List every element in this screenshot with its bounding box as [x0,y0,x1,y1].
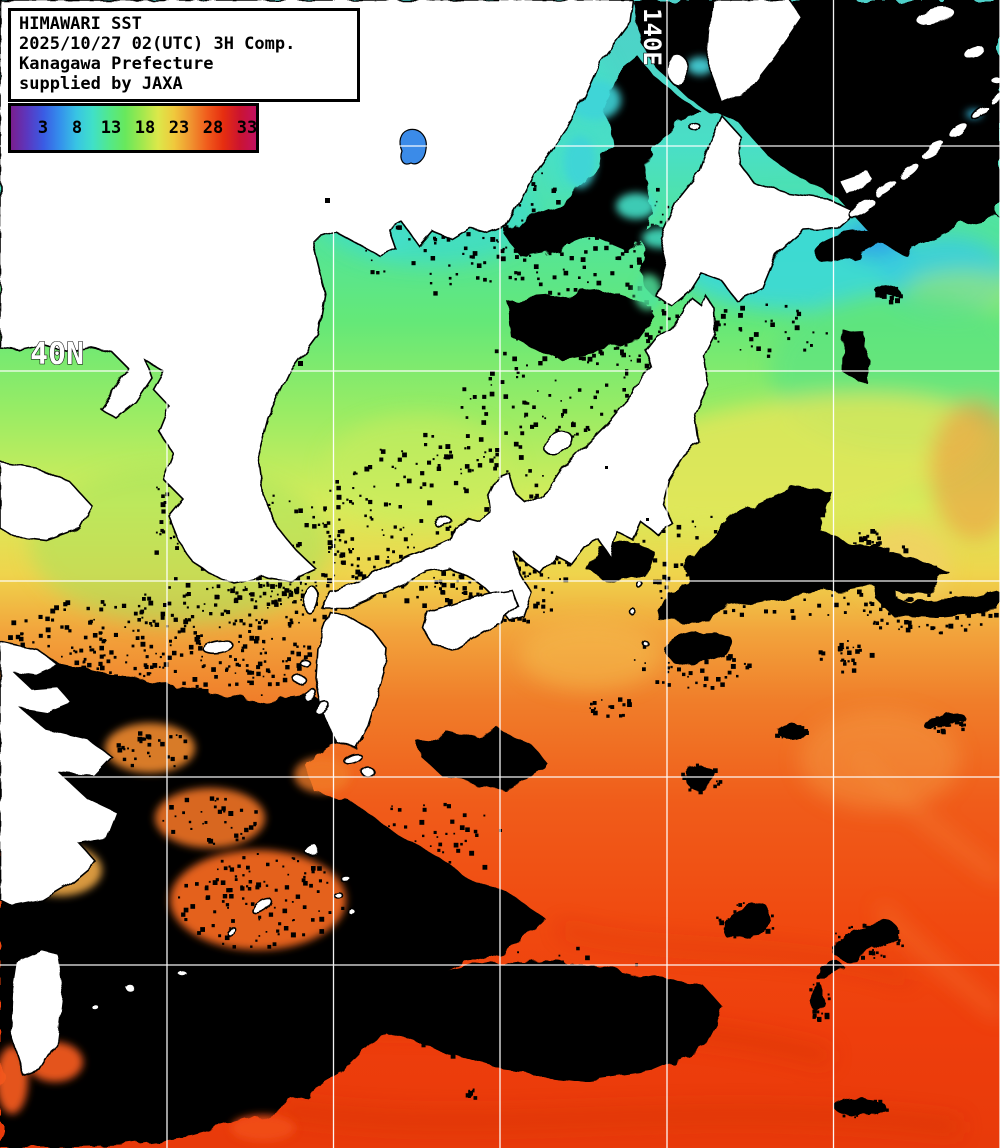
title-box: HIMAWARI SST 2025/10/27 02(UTC) 3H Comp.… [8,8,360,102]
colorbar-tick-28: 28 [202,118,224,138]
colorbar-tick-13: 13 [100,118,122,138]
colorbar-tick-8: 8 [71,118,83,138]
land-kuril-islands [848,91,1000,219]
title-line-datetime: 2025/10/27 02(UTC) 3H Comp. [19,34,296,54]
temperature-colorbar: 3 8 13 18 23 28 33 [8,103,259,153]
grid-label-layer: 140E 40N [29,7,666,372]
land-hokkaido [656,114,858,307]
land-okinawa [251,897,273,915]
title-line-supplier: supplied by JAXA [19,74,183,94]
lake-khanka [399,128,427,165]
parallel-label-40n: 40N [30,337,84,372]
colorbar-tick-18: 18 [134,118,156,138]
land-sakhalin [706,0,803,105]
land-sado [543,430,573,456]
land-taiwan [9,949,65,1078]
meridian-label-140e: 140E [638,8,666,66]
colorbar-tick-23: 23 [168,118,190,138]
cloud-speckles-over-gaps [116,731,345,949]
title-line-product: HIMAWARI SST [19,14,142,34]
title-line-region: Kanagawa Prefecture [19,54,214,74]
colorbar-tick-33: 33 [236,118,258,138]
inland-features [298,198,649,521]
land-china-coast [0,641,120,907]
land-shandong [0,461,93,541]
land-jeju [202,639,234,655]
colorbar-tick-3: 3 [37,118,49,138]
